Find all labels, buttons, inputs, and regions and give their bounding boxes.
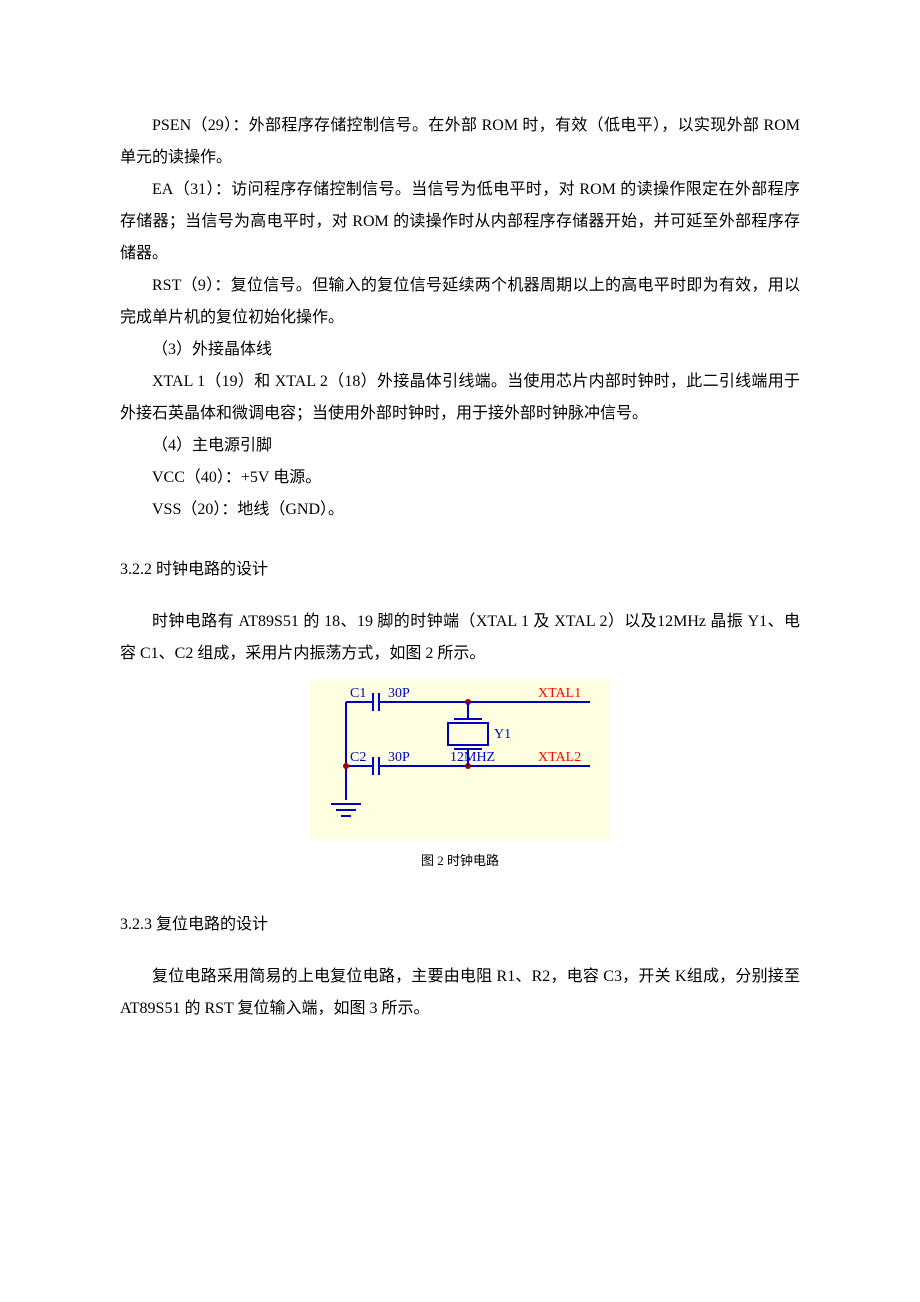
svg-text:C2: C2 [350,750,366,765]
svg-text:30P: 30P [388,750,410,765]
paragraph-psen: PSEN（29）：外部程序存储控制信号。在外部 ROM 时，有效（低电平），以实… [120,110,800,174]
paragraph-vcc: VCC（40）：+5V 电源。 [120,462,800,494]
paragraph-reset-desc: 复位电路采用简易的上电复位电路，主要由电阻 R1、R2，电容 C3，开关 K组成… [120,961,800,1025]
clock-circuit-diagram: C1 30P C2 30P Y1 12MHZ XTAL1 XTAL2 [310,680,610,840]
svg-text:12MHZ: 12MHZ [450,750,495,765]
paragraph-sub3: （3）外接晶体线 [120,334,800,366]
figure-2-caption: 图 2 时钟电路 [421,850,499,869]
paragraph-clock-desc: 时钟电路有 AT89S51 的 18、19 脚的时钟端（XTAL 1 及 XTA… [120,606,800,670]
svg-text:XTAL1: XTAL1 [538,686,581,701]
heading-3-2-2: 3.2.2 时钟电路的设计 [120,554,800,586]
svg-text:Y1: Y1 [494,727,511,742]
paragraph-ea: EA（31）：访问程序存储控制信号。当信号为低电平时，对 ROM 的读操作限定在… [120,174,800,270]
paragraph-sub4: （4）主电源引脚 [120,430,800,462]
figure-2-box: C1 30P C2 30P Y1 12MHZ XTAL1 XTAL2 [310,680,610,840]
svg-text:C1: C1 [350,686,366,701]
paragraph-xtal: XTAL 1（19）和 XTAL 2（18）外接晶体引线端。当使用芯片内部时钟时… [120,366,800,430]
heading-3-2-3: 3.2.3 复位电路的设计 [120,909,800,941]
paragraph-rst: RST（9）：复位信号。但输入的复位信号延续两个机器周期以上的高电平时即为有效，… [120,270,800,334]
figure-2-wrap: C1 30P C2 30P Y1 12MHZ XTAL1 XTAL2 图 2 时钟电路 [120,680,800,869]
page: PSEN（29）：外部程序存储控制信号。在外部 ROM 时，有效（低电平），以实… [0,0,920,1302]
svg-text:XTAL2: XTAL2 [538,750,581,765]
paragraph-vss: VSS（20）：地线（GND）。 [120,494,800,526]
svg-text:30P: 30P [388,686,410,701]
